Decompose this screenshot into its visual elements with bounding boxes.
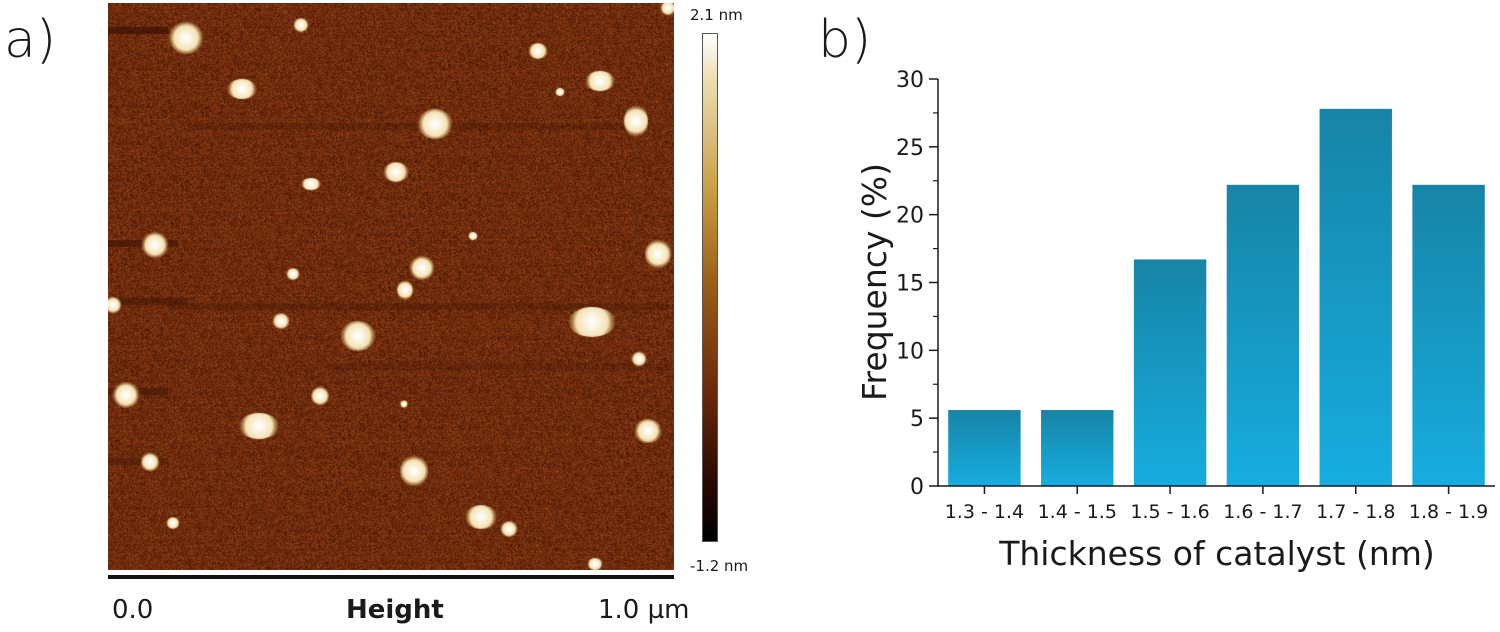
y-tick-label: 10 (896, 339, 924, 364)
colorbar-max-label: 2.1 nm (690, 6, 743, 24)
y-tick-label: 15 (896, 272, 924, 297)
x-ticks-layer: 1.3 - 1.4 1.4 - 1.5 1.5 - 1.6 1.6 - 1.7 1.7 … (945, 486, 1488, 523)
bar-6 (1412, 184, 1485, 486)
panel-a-label: a) (4, 10, 57, 70)
bars-layer (948, 108, 1485, 486)
y-tick-label: 25 (896, 136, 924, 161)
x-tick-label: 1.8 - 1.9 (1409, 501, 1488, 523)
bar-1 (948, 410, 1021, 486)
scale-start-label: 0.0 (112, 595, 154, 625)
x-axis-title: Thickness of catalyst (nm) (998, 534, 1435, 573)
thickness-histogram: 0 5 10 15 20 25 30 1.3 - 1.4 1.4 - 1.5 1.5 - 1.6… (855, 68, 1495, 573)
x-tick-label: 1.4 - 1.5 (1038, 501, 1117, 523)
y-tick-label: 30 (896, 68, 924, 93)
bar-3 (1133, 259, 1207, 486)
height-colorbar (702, 33, 718, 542)
bar-4 (1226, 184, 1300, 486)
colorbar-min-label: -1.2 nm (690, 557, 749, 575)
y-ticks-layer: 0 5 10 15 20 25 30 (896, 68, 938, 500)
x-tick-label: 1.3 - 1.4 (945, 501, 1024, 523)
panel-b-label: b) (818, 10, 872, 70)
y-axis-title: Frequency (%) (855, 163, 894, 401)
x-tick-label: 1.5 - 1.6 (1130, 501, 1209, 523)
scale-bar (108, 575, 674, 579)
x-tick-label: 1.7 - 1.8 (1316, 501, 1395, 523)
y-tick-label: 20 (896, 204, 924, 229)
bar-2 (1041, 410, 1114, 486)
height-channel-label: Height (346, 595, 444, 625)
y-tick-label: 5 (910, 407, 924, 432)
y-tick-label: 0 (910, 475, 924, 500)
afm-height-image (108, 3, 674, 570)
x-tick-label: 1.6 - 1.7 (1223, 501, 1302, 523)
bar-5 (1319, 108, 1392, 486)
scale-end-label: 1.0 µm (598, 595, 690, 625)
